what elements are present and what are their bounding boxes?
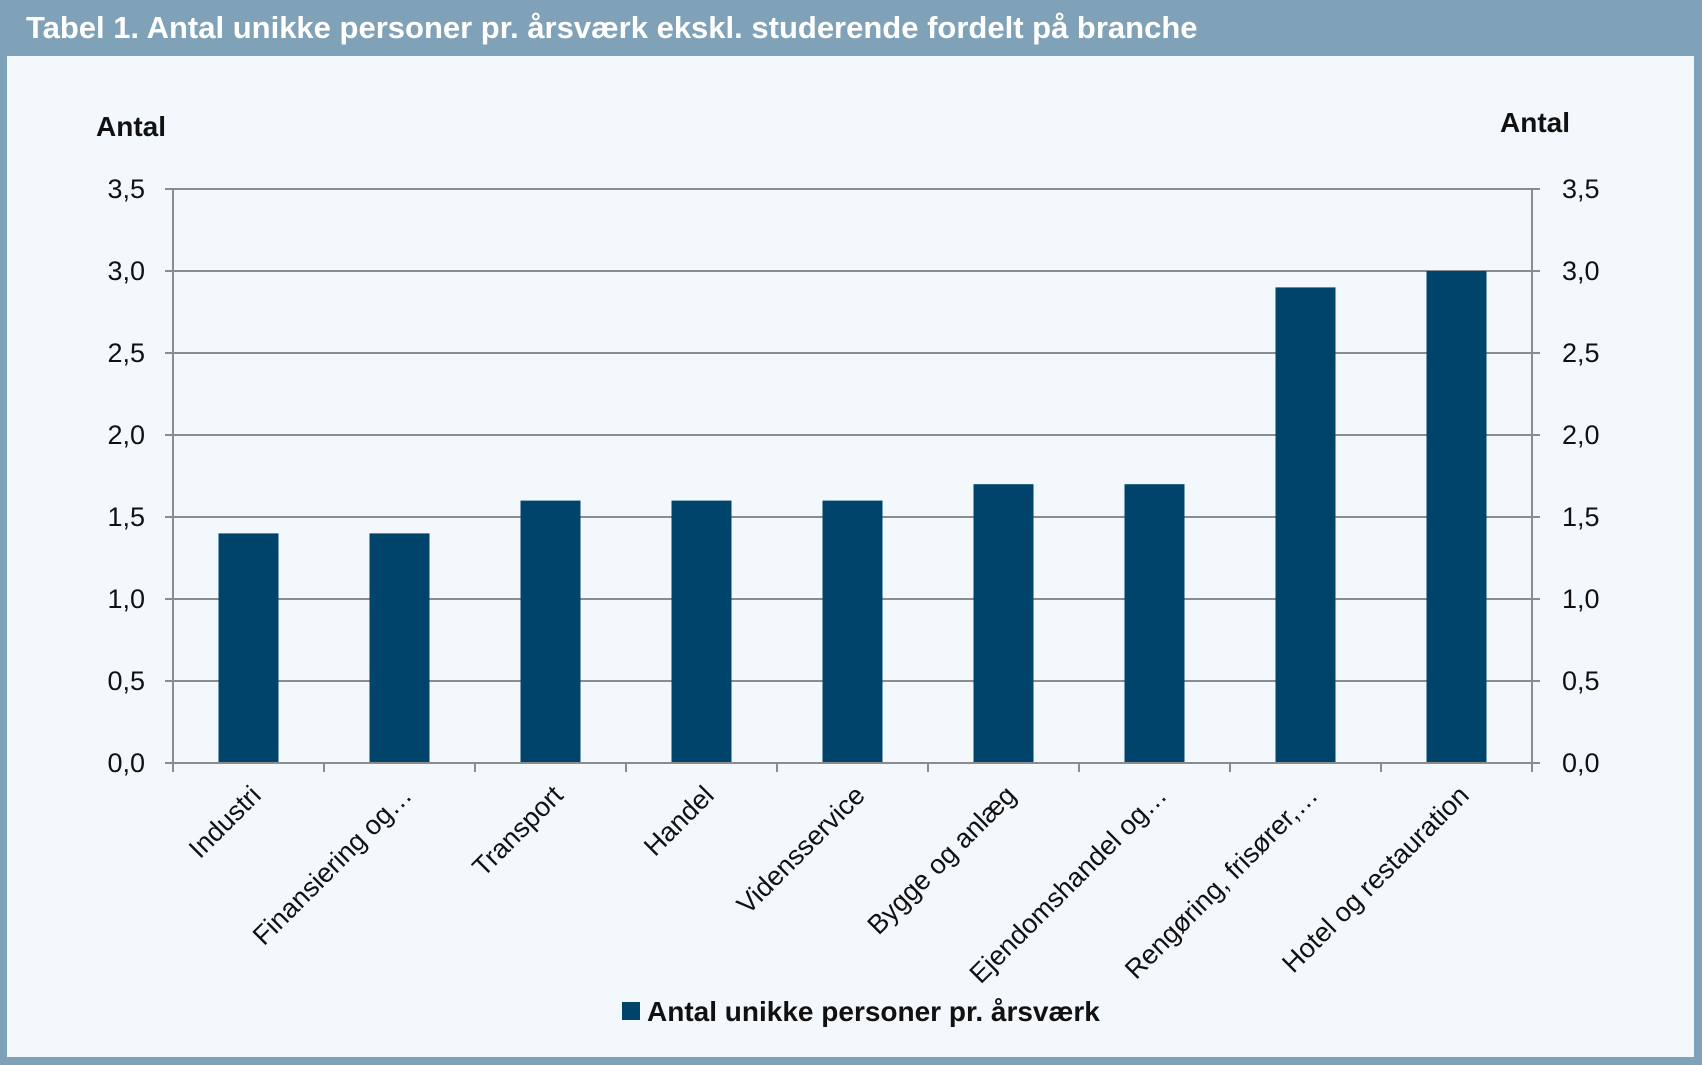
x-tick-label: Bygge og anlæg [861, 780, 1021, 940]
y-tick-label-right: 3,0 [1562, 256, 1600, 286]
y-tick-label-right: 1,0 [1562, 584, 1600, 614]
bar [1275, 287, 1336, 763]
x-tick-label: Handel [638, 780, 720, 862]
y-tick-label-right: 3,5 [1562, 174, 1600, 204]
legend-label: Antal unikke personer pr. årsværk [647, 996, 1100, 1027]
y-tick-label-right: 2,0 [1562, 420, 1600, 450]
title-bar: Tabel 1. Antal unikke personer pr. årsvæ… [0, 0, 1702, 56]
axes [165, 188, 1540, 772]
legend-swatch [622, 1002, 640, 1020]
chart-title: Tabel 1. Antal unikke personer pr. årsvæ… [26, 10, 1198, 45]
y-tick-label-left: 3,5 [107, 174, 145, 204]
y-tick-label-left: 3,0 [107, 256, 145, 286]
y-tick-label-right: 0,5 [1562, 666, 1600, 696]
x-tick-label: Vidensservice [731, 780, 871, 920]
bars [218, 271, 1487, 763]
y-tick-label-right: 1,5 [1562, 502, 1600, 532]
bar [1426, 271, 1487, 763]
bar [671, 500, 732, 763]
y-axis-title-right: Antal [1500, 107, 1570, 138]
bar [520, 500, 581, 763]
y-tick-label-left: 1,0 [107, 584, 145, 614]
bar [1124, 484, 1185, 763]
bar [973, 484, 1034, 763]
x-tick-label: Transport [467, 780, 570, 883]
y-tick-label-left: 2,5 [107, 338, 145, 368]
y-tick-label-left: 0,5 [107, 666, 145, 696]
bar [369, 533, 430, 763]
y-tick-label-left: 1,5 [107, 502, 145, 532]
x-tick-label: Industri [183, 780, 267, 864]
bar [822, 500, 883, 763]
y-tick-label-right: 0,0 [1562, 748, 1600, 778]
legend: Antal unikke personer pr. årsværk [622, 996, 1100, 1027]
y-axis-title-left: Antal [96, 111, 166, 142]
y-tick-label-right: 2,5 [1562, 338, 1600, 368]
y-tick-label-left: 0,0 [107, 748, 145, 778]
bar [218, 533, 279, 763]
y-tick-label-left: 2,0 [107, 420, 145, 450]
x-tick-label: Finansiering og… [247, 780, 418, 951]
